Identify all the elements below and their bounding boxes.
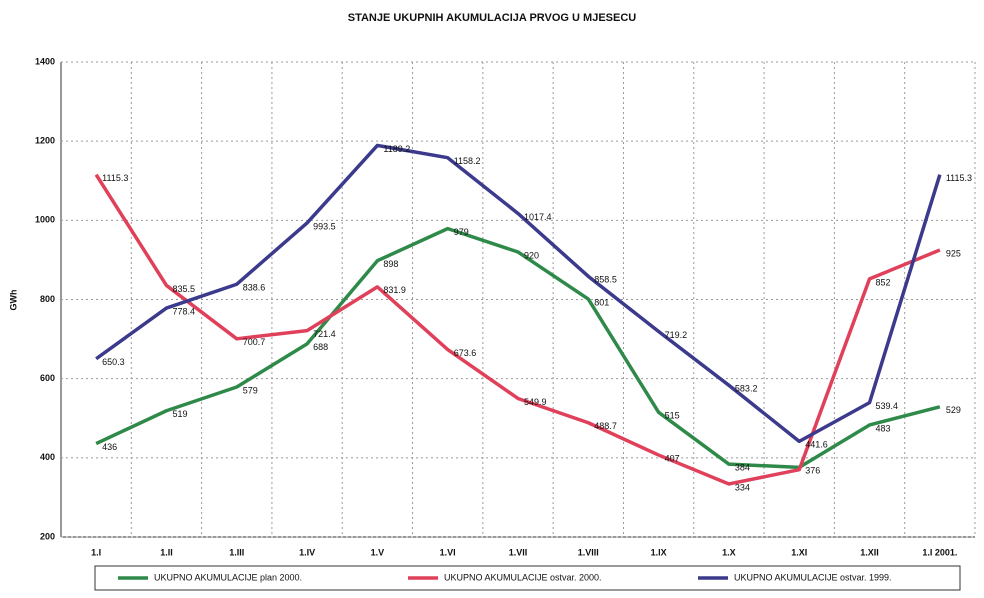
- data-label: 1115.3: [102, 173, 128, 183]
- x-tick-label: 1.X: [722, 547, 736, 557]
- data-label: 436: [102, 442, 117, 452]
- y-tick-label: 1200: [35, 136, 55, 146]
- legend-label: UKUPNO AKUMULACIJE ostvar. 2000.: [444, 572, 602, 582]
- data-label: 515: [665, 411, 680, 421]
- y-tick-label: 400: [40, 452, 55, 462]
- chart-title: STANJE UKUPNIH AKUMULACIJA PRVOG U MJESE…: [348, 12, 637, 24]
- y-tick-label: 600: [40, 373, 55, 383]
- data-label: 719.2: [665, 330, 688, 340]
- data-label: 579: [243, 385, 258, 395]
- x-tick-label: 1.XI: [791, 547, 807, 557]
- series-line: [95, 143, 942, 444]
- data-label: 920: [524, 250, 539, 260]
- legend-label: UKUPNO AKUMULACIJE ostvar. 1999.: [734, 572, 892, 582]
- x-tick-label: 1.I: [91, 547, 101, 557]
- data-label: 979: [454, 227, 469, 237]
- legend-box: [94, 565, 961, 591]
- data-label: 529: [946, 405, 961, 415]
- data-label: 483: [876, 423, 891, 433]
- data-label: 700.7: [243, 337, 266, 347]
- data-label: 441.6: [805, 440, 828, 450]
- x-tick-label: 1.I 2001.: [922, 547, 957, 557]
- data-label: 650.3: [102, 357, 125, 367]
- data-label: 519: [172, 409, 187, 419]
- data-label: 831.9: [383, 285, 406, 295]
- x-tick-label: 1.VII: [509, 547, 528, 557]
- data-label: 852: [876, 277, 891, 287]
- data-label: 488.7: [594, 421, 617, 431]
- data-label: 1115.3: [946, 173, 972, 183]
- data-label: 1189.2: [383, 144, 410, 154]
- data-label: 721.4: [313, 329, 336, 339]
- x-tick-label: 1.IV: [299, 547, 315, 557]
- data-label: 778.4: [172, 306, 195, 316]
- data-label: 925: [946, 248, 961, 258]
- y-tick-label: 800: [40, 294, 55, 304]
- x-tick-label: 1.V: [371, 547, 385, 557]
- x-tick-label: 1.XII: [860, 547, 879, 557]
- y-tick-label: 200: [40, 531, 55, 541]
- data-label: 673.6: [454, 348, 477, 358]
- data-label: 688: [313, 342, 328, 352]
- data-label: 384: [735, 463, 750, 473]
- data-label: 835.5: [172, 284, 195, 294]
- x-tick-label: 1.III: [229, 547, 244, 557]
- x-tick-label: 1.IX: [651, 547, 667, 557]
- data-label: 838.6: [243, 283, 266, 293]
- data-label: 858.5: [594, 275, 617, 285]
- legend-label: UKUPNO AKUMULACIJE plan 2000.: [154, 572, 302, 582]
- data-label: 549.9: [524, 397, 547, 407]
- data-label: 898: [383, 259, 398, 269]
- data-label: 407: [665, 453, 680, 463]
- x-tick-label: 1.VI: [440, 547, 456, 557]
- data-label: 801: [594, 297, 609, 307]
- series-line: [94, 173, 941, 486]
- data-label: 1158.2: [454, 156, 481, 166]
- y-axis-label: GWh: [8, 290, 18, 311]
- y-tick-label: 1400: [35, 56, 55, 66]
- data-label: 993.5: [313, 221, 336, 231]
- x-tick-label: 1.II: [160, 547, 173, 557]
- data-label: 376: [805, 466, 820, 476]
- x-tick-label: 1.VIII: [578, 547, 599, 557]
- data-label: 539.4: [876, 401, 899, 411]
- data-label: 334: [735, 482, 750, 492]
- data-label: 583.2: [735, 384, 758, 394]
- data-label: 1017.4: [524, 212, 552, 222]
- y-tick-label: 1000: [35, 215, 55, 225]
